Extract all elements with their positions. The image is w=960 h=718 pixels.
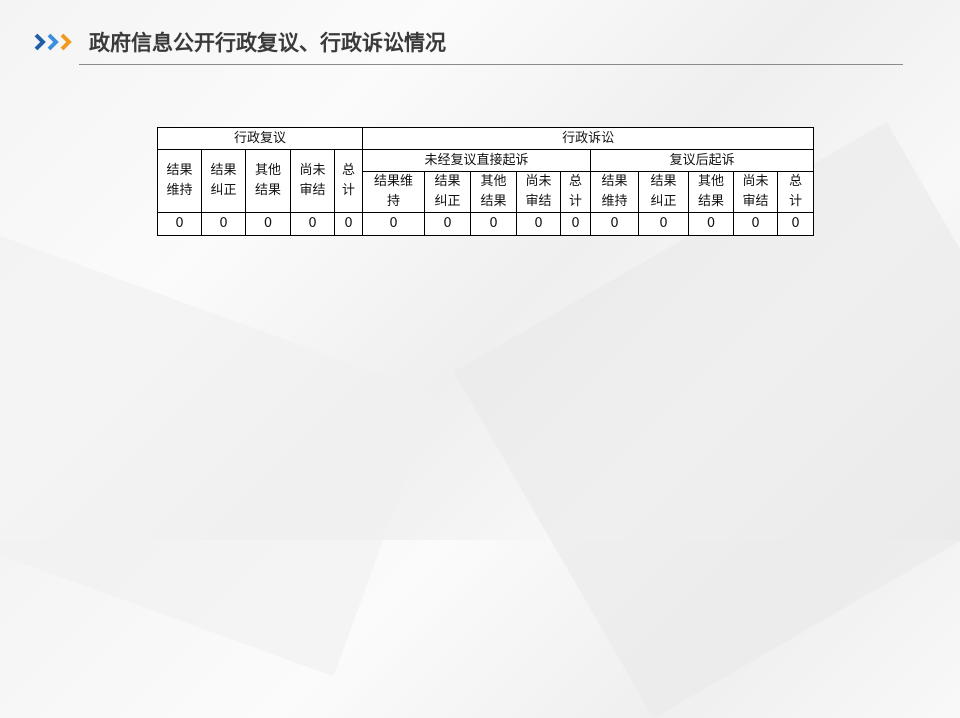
- column-header-line: 纠正: [210, 183, 237, 198]
- appeals-table: 行政复议 行政诉讼 结果 维持 结果 纠正 其他 结果 尚未 审结总计未经复议直接起诉 复议后…: [156, 127, 815, 236]
- column-header-line: 尚未: [525, 174, 552, 189]
- column-header: 尚未 审结: [290, 149, 335, 213]
- column-header: 总计: [777, 171, 815, 213]
- column-header-line: 审结: [525, 194, 552, 209]
- column-header-line: 其他: [698, 174, 725, 189]
- background-shape: [0, 223, 437, 677]
- value-cell: 0: [157, 212, 202, 236]
- value-cell: 0: [362, 212, 426, 236]
- column-header: 结果 纠正: [424, 171, 472, 213]
- header-litigation: 行政诉讼: [362, 127, 815, 150]
- value-cell: 0: [424, 212, 472, 236]
- column-header: 结果维持: [590, 171, 640, 213]
- column-header: 结果 纠正: [201, 149, 246, 213]
- page-title: 政府信息公开行政复议、行政诉讼情况: [89, 31, 446, 55]
- column-header: 其他 结果: [688, 171, 735, 213]
- header-after: 复议后起诉: [590, 149, 815, 172]
- column-header-line: 尚未: [299, 163, 326, 178]
- column-header: 结果 纠正: [638, 171, 690, 213]
- value-cell: 0: [516, 212, 562, 236]
- value-cell: 0: [590, 212, 640, 236]
- value-cell: 0: [333, 212, 364, 236]
- column-header: 尚未 审结: [733, 171, 779, 213]
- header-direct: 未经复议直接起诉: [362, 149, 592, 172]
- column-header-line: 结果: [210, 163, 237, 178]
- column-header: 总计: [560, 171, 592, 213]
- column-header: 结果维持: [157, 149, 202, 213]
- column-header-line: 计: [342, 183, 356, 198]
- column-header-line: 审结: [742, 194, 769, 209]
- column-header-line: 其他: [254, 163, 281, 178]
- column-header-line: 审结: [299, 183, 326, 198]
- value-cell: 0: [245, 212, 291, 236]
- column-header: 其他 结果: [245, 149, 291, 213]
- column-header-line: 结果: [650, 174, 677, 189]
- value-cell: 0: [201, 212, 246, 236]
- value-cell: 0: [470, 212, 518, 236]
- column-header-line: 结果: [480, 194, 507, 209]
- value-cell: 0: [688, 212, 735, 236]
- column-header-line: 结果: [254, 183, 281, 198]
- column-header-line: 结果: [698, 194, 725, 209]
- column-header-line: 结果维: [374, 174, 414, 189]
- column-header-line: 持: [387, 194, 401, 209]
- value-cell: 0: [560, 212, 592, 236]
- column-header: 结果维持: [362, 171, 426, 213]
- title-divider: [79, 64, 903, 65]
- column-header-line: 总: [789, 174, 803, 189]
- chevrons-icon: [34, 33, 72, 51]
- value-cell: 0: [733, 212, 779, 236]
- column-header-line: 结果: [434, 174, 461, 189]
- column-header-line: 总: [342, 163, 356, 178]
- column-header: 尚未 审结: [516, 171, 562, 213]
- header-reconsideration: 行政复议: [156, 127, 364, 150]
- column-header: 其他 结果: [470, 171, 518, 213]
- value-cell: 0: [638, 212, 690, 236]
- column-header-line: 结果: [601, 174, 628, 189]
- column-header-line: 计: [569, 194, 583, 209]
- column-header-line: 纠正: [650, 194, 677, 209]
- column-header: 总计: [333, 149, 364, 213]
- column-header-line: 总: [569, 174, 583, 189]
- column-header-line: 尚未: [742, 174, 769, 189]
- value-cell: 0: [777, 212, 815, 236]
- column-header-line: 维持: [601, 194, 628, 209]
- column-header-line: 纠正: [434, 194, 461, 209]
- column-header-line: 维持: [166, 183, 193, 198]
- value-cell: 0: [290, 212, 335, 236]
- column-header-line: 结果: [166, 163, 193, 178]
- column-header-line: 计: [789, 194, 803, 209]
- column-header-line: 其他: [480, 174, 507, 189]
